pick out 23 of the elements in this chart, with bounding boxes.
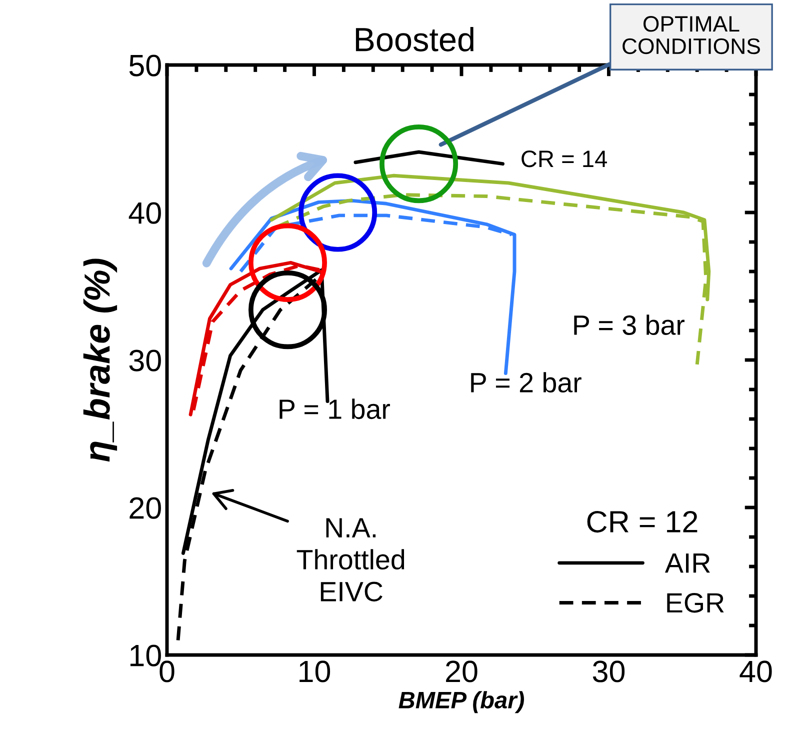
line-series bbox=[238, 214, 514, 274]
y-tick-label: 20 bbox=[130, 497, 161, 519]
x-tick-label: 0 bbox=[160, 660, 174, 682]
annotation: CR = 14 bbox=[522, 150, 607, 168]
y-axis-title: η_brake (%) bbox=[83, 258, 118, 462]
y-tick-label: 40 bbox=[128, 202, 161, 224]
annotation: P = 3 bar bbox=[574, 314, 684, 336]
annotation: N.A. Throttled EIVC bbox=[296, 518, 404, 602]
x-tick-label: 30 bbox=[592, 660, 625, 682]
x-tick-label: 10 bbox=[300, 660, 330, 682]
x-tick-label: 40 bbox=[740, 660, 772, 682]
x-tick-label: 20 bbox=[446, 660, 478, 682]
y-tick-label: 50 bbox=[129, 54, 161, 76]
text: OPTIMAL CONDITIONS bbox=[622, 16, 760, 54]
chart-title: Boosted bbox=[356, 26, 474, 52]
x-axis-title: BMEP (bar) bbox=[398, 691, 524, 714]
annotation: P = 2 bar bbox=[471, 372, 582, 393]
legend-label: EGR bbox=[667, 593, 724, 613]
annotation: P = 1 bar bbox=[280, 398, 390, 420]
y-tick-label: 30 bbox=[129, 350, 161, 372]
y-tick-label: 10 bbox=[130, 644, 161, 666]
legend-label: AIR bbox=[664, 554, 710, 573]
legend-title: CR = 12 bbox=[587, 510, 698, 533]
